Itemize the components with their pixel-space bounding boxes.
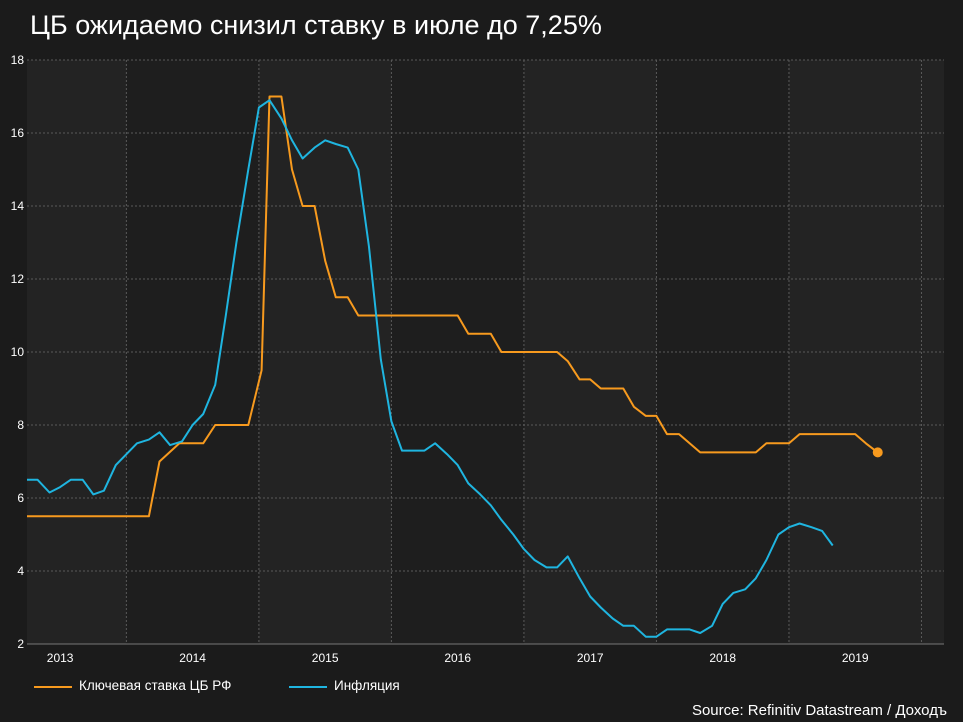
y-tick-label: 4	[17, 564, 24, 578]
y-tick-label: 6	[17, 491, 24, 505]
x-tick-label: 2015	[312, 651, 339, 665]
y-tick-label: 2	[17, 637, 24, 651]
legend-swatch-inflation	[289, 686, 327, 688]
x-tick-label: 2019	[842, 651, 869, 665]
y-tick-label: 10	[11, 345, 25, 359]
y-tick-label: 12	[11, 272, 25, 286]
legend-label-key-rate: Ключевая ставка ЦБ РФ	[79, 678, 232, 693]
y-tick-label: 18	[11, 53, 25, 67]
legend-label-inflation: Инфляция	[334, 678, 400, 693]
year-band	[656, 60, 789, 644]
y-tick-label: 16	[11, 126, 25, 140]
y-tick-label: 14	[11, 199, 25, 213]
x-tick-label: 2016	[444, 651, 471, 665]
y-tick-label: 8	[17, 418, 24, 432]
x-tick-label: 2017	[577, 651, 604, 665]
inflation-line	[27, 99, 834, 638]
x-tick-label: 2014	[179, 651, 206, 665]
source-note: Source: Refinitiv Datastream / Доходъ	[691, 702, 947, 719]
key-rate-last-point	[872, 447, 883, 458]
key-rate-line	[27, 95, 879, 518]
x-tick-label: 2013	[47, 651, 74, 665]
x-tick-label: 2018	[709, 651, 736, 665]
chart-title: ЦБ ожидаемо снизил ставку в июле до 7,25…	[30, 10, 602, 40]
legend-swatch-key-rate	[34, 686, 72, 688]
